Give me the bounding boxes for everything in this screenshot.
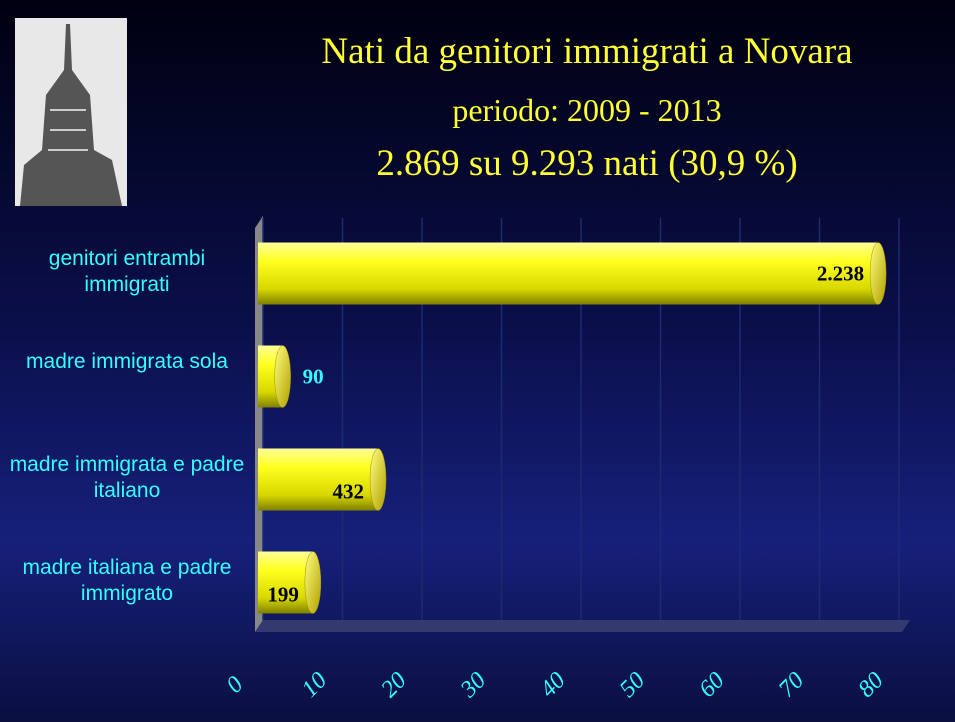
data-label: 90 [303, 365, 324, 389]
x-tick-label: 10 [297, 667, 332, 702]
bar-cap [304, 551, 322, 614]
annotation: 2.869 su 9.293 nati (30,9 %) [376, 143, 798, 184]
data-label: 2.238 [817, 262, 864, 286]
x-tick-label: 70 [774, 667, 809, 702]
data-label: 432 [333, 480, 365, 504]
x-tick-label: 30 [455, 667, 491, 703]
y-tick-label: madre immigrata e padre italiano [9, 452, 245, 502]
bar [258, 448, 379, 511]
chart-title: Nati da genitori immigrati a Novara [321, 31, 853, 72]
y-tick-label: madre immigrata sola [26, 349, 228, 373]
bar-cap [274, 345, 291, 408]
x-tick-label: 40 [535, 667, 570, 702]
y-tick-label: madre italiana e padre immigrato [22, 555, 232, 605]
x-tick-label: 80 [853, 667, 888, 702]
axis-floor [255, 620, 910, 632]
x-tick-label: 20 [376, 667, 411, 702]
x-tick-label: 0 [222, 672, 249, 699]
y-tick-label: genitori entrambi immigrati [48, 246, 206, 296]
photo [15, 18, 127, 206]
bar [258, 551, 313, 614]
bar-cap [369, 448, 387, 511]
bar [258, 242, 879, 305]
x-tick-label: 60 [694, 667, 729, 702]
data-label: 199 [267, 583, 299, 607]
subtitle: periodo: 2009 - 2013 [452, 92, 722, 128]
bar-cap [869, 242, 887, 305]
x-tick-label: 50 [615, 667, 650, 702]
axis-wall [255, 216, 263, 632]
